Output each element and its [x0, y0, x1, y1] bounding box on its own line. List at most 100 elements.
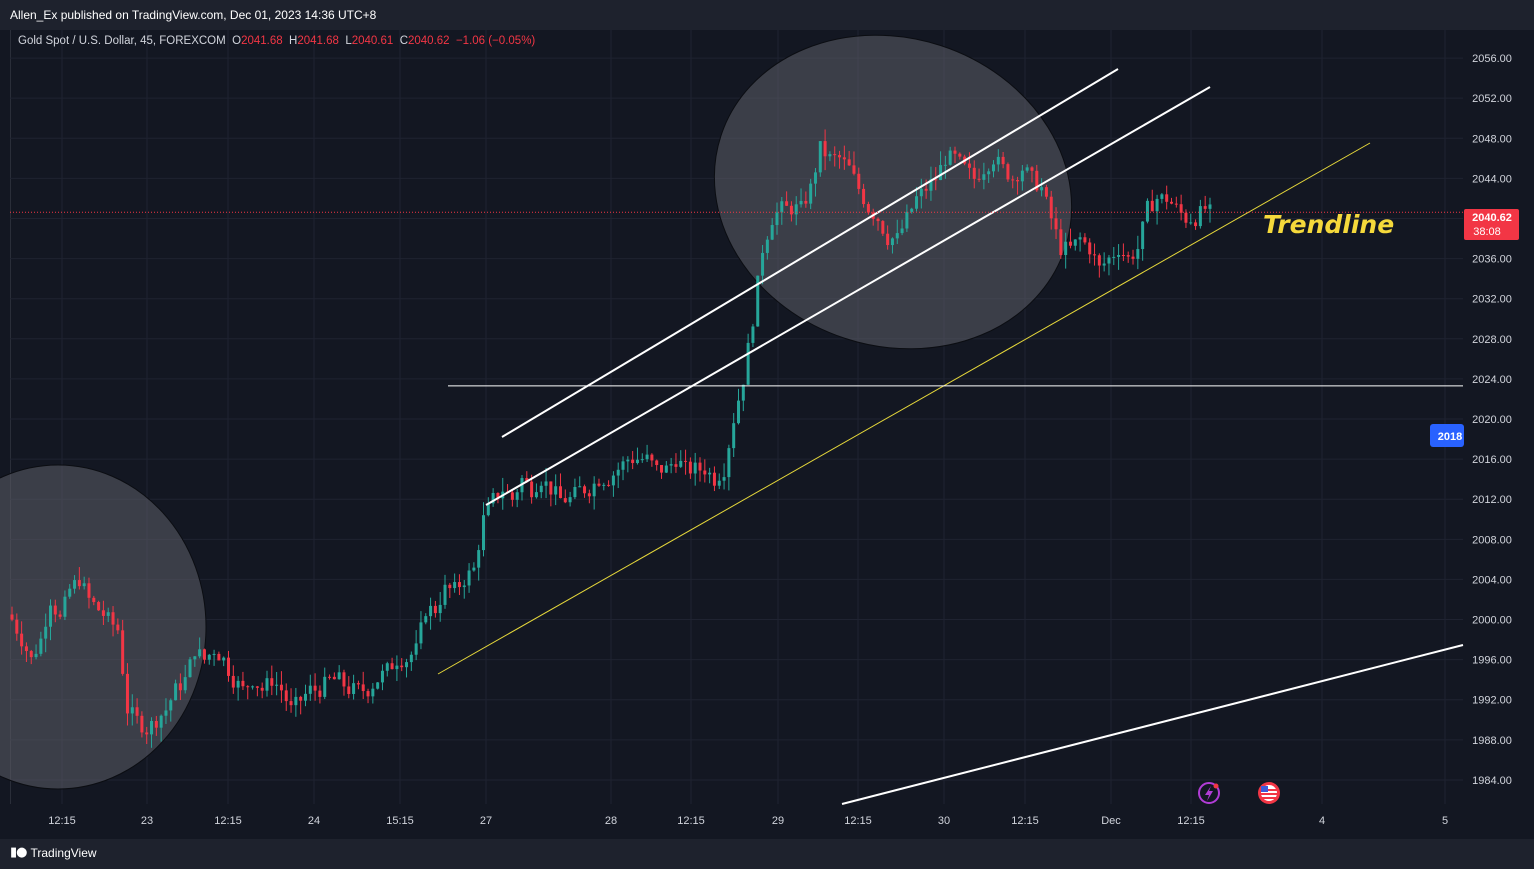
- candle-body: [1016, 180, 1020, 182]
- alert-label: 2018: [1438, 431, 1462, 443]
- time-tick-label: 12:15: [48, 815, 76, 827]
- candle-body: [251, 686, 255, 688]
- candle-body: [150, 720, 154, 735]
- time-tick-label: Dec: [1101, 815, 1121, 827]
- candle-body: [438, 604, 442, 614]
- candle-body: [857, 173, 861, 189]
- price-tick-label: 1996.00: [1472, 655, 1512, 667]
- candle-body: [63, 596, 67, 617]
- lightning-event-icon[interactable]: [1198, 782, 1220, 804]
- candle-body: [1121, 254, 1125, 256]
- candle-body: [448, 584, 452, 589]
- candle-body: [799, 200, 803, 205]
- candle-body: [741, 384, 745, 401]
- time-tick-label: 29: [772, 815, 784, 827]
- candle-body: [1054, 218, 1058, 230]
- candle-body: [881, 221, 885, 234]
- current-price-badge: 2040.62 38:08: [1464, 209, 1519, 240]
- time-axis[interactable]: 12:15 23 12:15 24 15:15 27 28 12:15 29 12:15 30 12:…: [48, 815, 1448, 827]
- candle-body: [972, 167, 976, 179]
- candle-body: [496, 492, 500, 499]
- tradingview-brand[interactable]: ▮● TradingView: [10, 845, 97, 860]
- candle-body: [101, 610, 105, 616]
- channel-lower-line[interactable]: [485, 86, 1211, 506]
- candle-body: [443, 584, 447, 605]
- candle-body: [111, 612, 115, 625]
- candle-body: [409, 654, 413, 663]
- candle-body: [1155, 198, 1159, 212]
- price-tick-label: 2052.00: [1472, 93, 1512, 105]
- price-tick-label: 2036.00: [1472, 254, 1512, 266]
- candle-body: [626, 459, 630, 462]
- candle-body: [380, 670, 384, 683]
- candle-body: [1150, 200, 1154, 212]
- candle-body: [780, 201, 784, 213]
- candle-body: [385, 663, 389, 671]
- candle-body: [1170, 201, 1174, 204]
- candle-body: [712, 472, 716, 486]
- alert-badge[interactable]: 2018: [1430, 424, 1464, 447]
- candle-body: [515, 492, 519, 500]
- candle-body: [1097, 255, 1101, 266]
- us-flag-event-icon[interactable]: [1258, 782, 1280, 804]
- candle-body: [58, 614, 62, 617]
- time-tick-label: 24: [308, 815, 320, 827]
- candle-body: [125, 673, 129, 714]
- candle-body: [934, 179, 938, 181]
- bottom-ray-line[interactable]: [841, 644, 1464, 805]
- trendline-annotation[interactable]: Trendline: [1263, 210, 1394, 239]
- open-label: O: [232, 35, 242, 47]
- candle-body: [453, 582, 457, 589]
- price-tick-label: 2000.00: [1472, 615, 1512, 627]
- candle-body: [674, 464, 678, 467]
- candle-body: [905, 211, 909, 229]
- candle-body: [967, 163, 971, 168]
- candle-body: [578, 486, 582, 488]
- price-tick-label: 2012.00: [1472, 494, 1512, 506]
- candle-body: [876, 218, 880, 222]
- close-value: 2040.62: [408, 35, 450, 47]
- candle-body: [698, 462, 702, 471]
- price-axis[interactable]: 2056.002052.002048.002044.002040.002036.…: [1472, 53, 1512, 787]
- candle-body: [279, 684, 283, 691]
- candle-body: [640, 459, 644, 461]
- candle-body: [467, 570, 471, 586]
- candle-body: [794, 204, 798, 215]
- candle-body: [106, 612, 110, 616]
- candle-body: [265, 678, 269, 691]
- candle-body: [116, 624, 120, 631]
- candle-body: [915, 196, 919, 209]
- time-tick-label: 12:15: [214, 815, 242, 827]
- price-tick-label: 2020.00: [1472, 414, 1512, 426]
- channel-upper-line[interactable]: [501, 68, 1119, 438]
- candle-body: [328, 676, 332, 678]
- candle-body: [631, 459, 635, 464]
- candle-body: [15, 619, 19, 634]
- publisher-line: Allen_Ex published on TradingView.com, D…: [10, 8, 377, 22]
- candle-body: [289, 701, 293, 706]
- candle-body: [140, 715, 144, 733]
- candle-body: [1112, 256, 1116, 258]
- candle-body: [530, 481, 534, 498]
- candle-body: [1160, 194, 1164, 199]
- candle-body: [29, 651, 33, 658]
- candle-body: [977, 178, 981, 180]
- candle-body: [650, 454, 654, 461]
- highlight-ellipse-left: [0, 464, 207, 790]
- candle-body: [1203, 206, 1207, 209]
- candle-body: [299, 696, 303, 701]
- candle-body: [818, 141, 822, 173]
- candle-body: [92, 597, 96, 603]
- candle-body: [679, 460, 683, 467]
- candlestick-series: [10, 129, 1212, 748]
- trendline[interactable]: [437, 142, 1371, 675]
- candle-body: [823, 141, 827, 157]
- candle-body: [390, 663, 394, 670]
- price-tick-label: 2016.00: [1472, 454, 1512, 466]
- candle-body: [1040, 187, 1044, 191]
- candle-body: [477, 550, 481, 568]
- candle-body: [53, 605, 57, 615]
- candle-body: [804, 200, 808, 204]
- candle-body: [929, 179, 933, 191]
